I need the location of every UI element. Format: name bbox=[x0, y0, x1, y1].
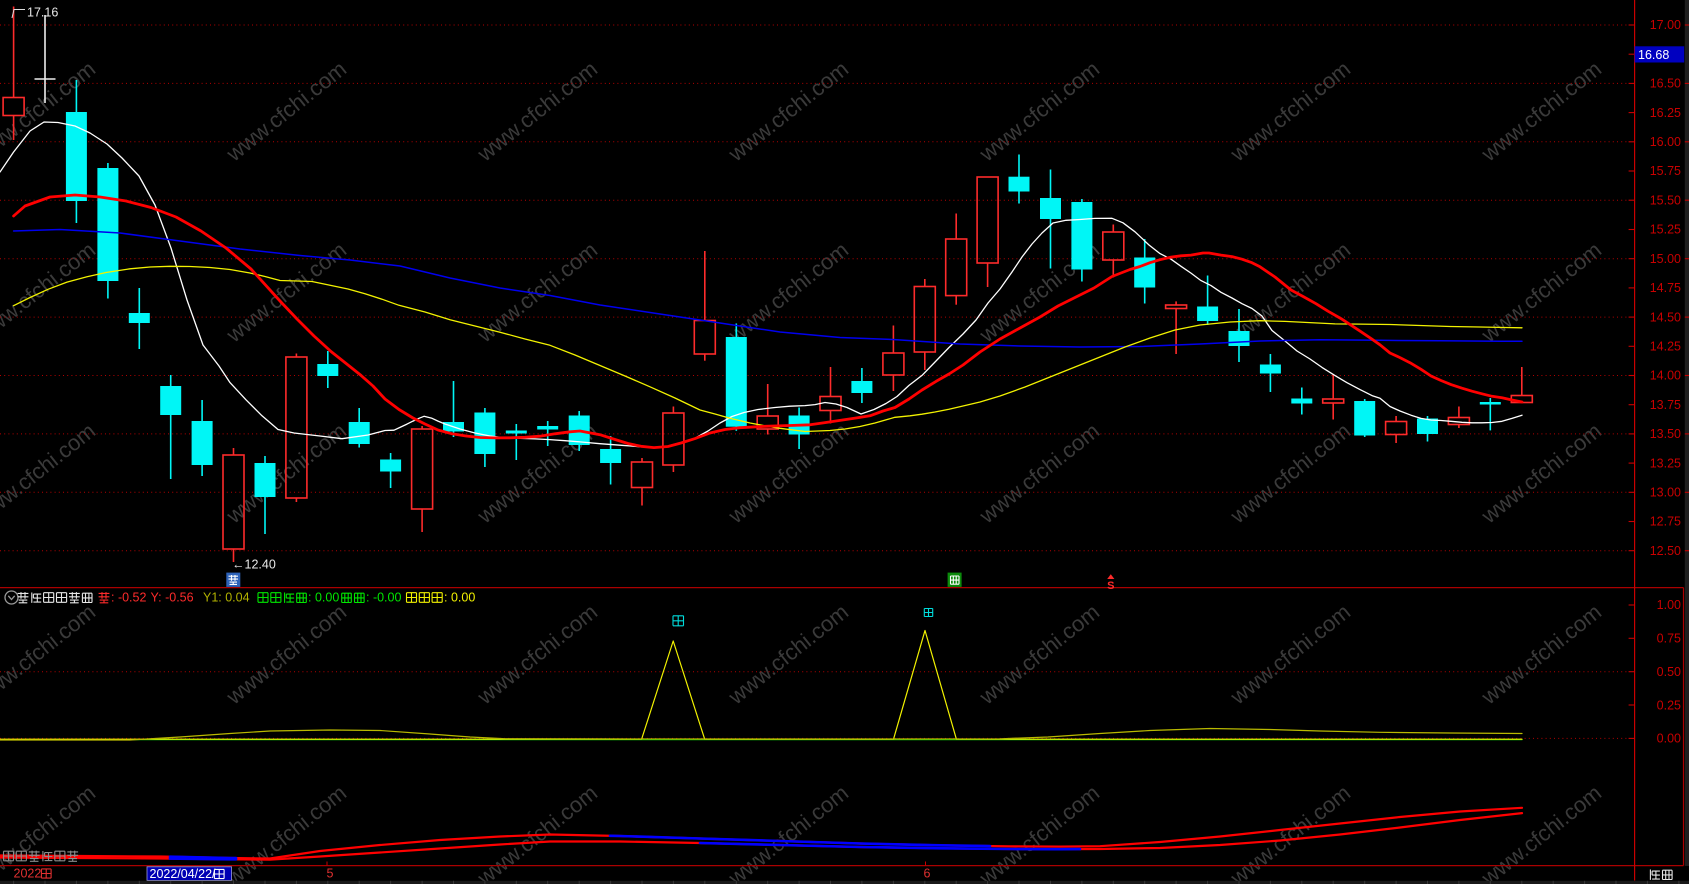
svg-text:13.25: 13.25 bbox=[1650, 456, 1681, 470]
svg-text:14.50: 14.50 bbox=[1650, 310, 1681, 324]
svg-text:16.00: 16.00 bbox=[1650, 135, 1681, 149]
svg-text:15.00: 15.00 bbox=[1650, 252, 1681, 266]
svg-text:17.16: 17.16 bbox=[27, 6, 58, 20]
svg-text:Y: -0.56: Y: -0.56 bbox=[151, 591, 194, 605]
svg-text:: 0.00: : 0.00 bbox=[444, 591, 475, 605]
svg-text:13.75: 13.75 bbox=[1650, 398, 1681, 412]
svg-text:13.50: 13.50 bbox=[1650, 427, 1681, 441]
svg-text:13.00: 13.00 bbox=[1650, 486, 1681, 500]
svg-text:14.75: 14.75 bbox=[1650, 281, 1681, 295]
svg-text:: 0.00: : 0.00 bbox=[308, 591, 339, 605]
svg-text:2022: 2022 bbox=[14, 867, 42, 881]
svg-text:15.25: 15.25 bbox=[1650, 223, 1681, 237]
svg-text:12.75: 12.75 bbox=[1650, 515, 1681, 529]
svg-text:S: S bbox=[1107, 580, 1114, 592]
svg-text:: -0.52: : -0.52 bbox=[111, 591, 146, 605]
svg-text:0.00: 0.00 bbox=[1657, 732, 1681, 746]
svg-text:17.00: 17.00 bbox=[1650, 18, 1681, 32]
svg-text:14.25: 14.25 bbox=[1650, 339, 1681, 353]
svg-text:5: 5 bbox=[327, 867, 334, 881]
svg-text:0.25: 0.25 bbox=[1657, 698, 1681, 712]
svg-text:←12.40: ←12.40 bbox=[232, 558, 276, 572]
svg-text:Y1: 0.04: Y1: 0.04 bbox=[203, 591, 250, 605]
svg-text:16.25: 16.25 bbox=[1650, 106, 1681, 120]
svg-text:12.50: 12.50 bbox=[1650, 544, 1681, 558]
svg-text:: -0.00: : -0.00 bbox=[366, 591, 401, 605]
svg-text:0.50: 0.50 bbox=[1657, 665, 1681, 679]
svg-text:0.75: 0.75 bbox=[1657, 632, 1681, 646]
svg-text:16.50: 16.50 bbox=[1650, 77, 1681, 91]
svg-text:1.00: 1.00 bbox=[1657, 598, 1681, 612]
svg-text:15.50: 15.50 bbox=[1650, 193, 1681, 207]
svg-text:2022/04/22/: 2022/04/22/ bbox=[150, 867, 217, 881]
svg-text:14.00: 14.00 bbox=[1650, 369, 1681, 383]
svg-text:16.68: 16.68 bbox=[1638, 48, 1669, 62]
svg-text:15.75: 15.75 bbox=[1650, 164, 1681, 178]
svg-text:6: 6 bbox=[924, 867, 931, 881]
